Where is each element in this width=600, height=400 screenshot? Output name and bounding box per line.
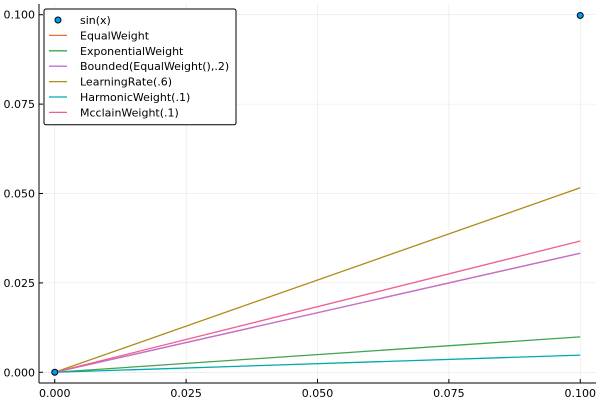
legend-box	[43, 8, 237, 126]
legend-label-1: EqualWeight	[80, 29, 150, 42]
y-tick-label-4: 0.100	[4, 9, 36, 22]
y-tick-label-1: 0.025	[4, 277, 36, 290]
x-tick-label-1: 0.025	[170, 387, 202, 400]
legend-label-0: sin(x)	[80, 14, 111, 27]
series-line-1	[54, 336, 581, 373]
series-line-4	[54, 354, 581, 373]
y-tick-label-3: 0.075	[4, 98, 36, 111]
axes	[38, 4, 596, 384]
scatter-point-0	[51, 368, 59, 376]
legend-label-5: HarmonicWeight(.1)	[80, 91, 190, 104]
y-tick-label-0: 0.000	[4, 366, 36, 379]
x-tick-label-0: 0.000	[39, 387, 71, 400]
tick-labels: 0.000 0.025 0.050 0.075 0.100 0.000 0.025 0.050…	[4, 9, 596, 400]
series-line-5	[54, 240, 581, 373]
legend-label-6: McclainWeight(.1)	[80, 106, 179, 119]
series-line-2	[54, 252, 581, 373]
legend-marker-0	[54, 16, 62, 24]
y-tick-label-2: 0.050	[4, 188, 36, 201]
series-line-3	[54, 187, 581, 373]
x-tick-label-4: 0.100	[564, 387, 596, 400]
legend: sin(x) EqualWeight ExponentialWeight Bounde…	[43, 8, 237, 126]
series-lines	[54, 187, 581, 373]
scatter-points	[51, 11, 584, 376]
legend-label-2: ExponentialWeight	[80, 45, 184, 58]
x-tick-label-3: 0.075	[433, 387, 465, 400]
scatter-point-1	[576, 11, 584, 19]
x-tick-label-2: 0.050	[302, 387, 334, 400]
legend-label-4: LearningRate(.6)	[80, 76, 172, 89]
legend-label-3: Bounded(EqualWeight(),.2)	[80, 60, 229, 73]
